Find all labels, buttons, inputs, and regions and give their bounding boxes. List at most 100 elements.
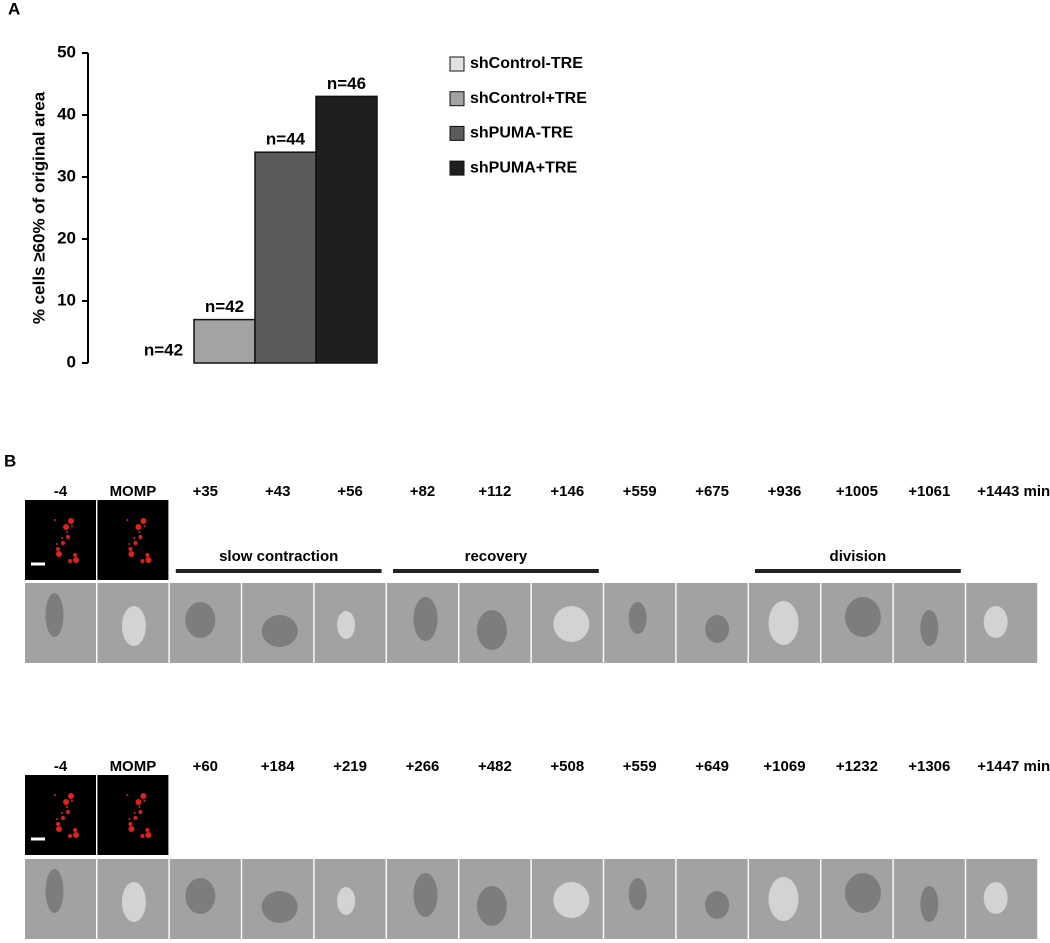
fluorescence-spot [61,541,65,545]
legend-label: shPUMA-TRE [470,125,573,142]
cell [476,610,507,650]
time-label: +559 [623,758,657,775]
fluorescence-spot [133,816,138,820]
fluorescence-spot [54,519,56,521]
y-tick-label: 0 [67,352,76,371]
time-label: +649 [695,758,729,775]
bar-annotation: n=46 [327,74,366,93]
panel-label: B [4,451,16,470]
time-label: -4 [54,758,68,775]
fluorescence-image [25,775,96,855]
time-label: +266 [406,758,440,775]
time-label: +219 [333,758,367,775]
fluorescence-spot [135,799,142,805]
fluorescence-spot [71,800,73,802]
time-label: +82 [410,483,435,500]
cell [844,597,881,637]
legend-swatch [449,160,465,176]
fluorescence-spot [63,799,69,805]
time-label: +1443 min [977,483,1050,500]
fluorescence-spot [61,816,65,820]
fluorescence-spot [138,806,141,808]
fluorescence-spot [54,794,56,796]
fluorescence-spot [66,810,70,814]
time-label: +559 [623,483,657,500]
time-label: MOMP [110,483,157,500]
fluorescence-spot [66,806,68,808]
cell [705,615,730,643]
legend-label: shControl-TRE [470,55,583,72]
cell [983,882,1008,914]
cell [983,606,1008,638]
fluorescence-spot [138,535,143,539]
cell [768,877,799,921]
fluorescence-spot [128,551,135,557]
cell [705,891,730,919]
time-label: +146 [550,483,584,500]
bar-annotation: n=44 [266,130,306,149]
cell [553,882,590,918]
y-tick-label: 50 [57,42,76,61]
legend-swatch [449,91,465,107]
fluorescence-spot [68,834,72,838]
cell [337,887,356,915]
cell [45,593,64,637]
y-tick-label: 10 [57,290,76,309]
legend-swatch [449,56,465,72]
y-tick-label: 30 [57,166,76,185]
fluorescence-spot [140,559,145,563]
fluorescence-spot [143,800,146,802]
time-label: +56 [337,483,362,500]
fluorescence-spot [133,541,138,545]
fluorescence-spot [71,525,73,527]
cell [628,602,647,634]
time-label: +1069 [763,758,805,775]
fluorescence-spot [140,793,147,799]
fluorescence-spot [63,524,69,530]
time-label: +482 [478,758,512,775]
fluorescence-spot [128,822,133,826]
cell [185,878,216,914]
fluorescence-spot [140,518,147,524]
fluorescence-spot [133,537,136,539]
bar-annotation: n=42 [205,297,244,316]
fluorescence-spot [66,531,68,533]
cell [45,869,64,913]
fluorescence-image [25,500,96,580]
cell [413,597,438,641]
phase-label: slow contraction [219,548,338,565]
phase-label: recovery [465,548,528,565]
fluorescence-spot [68,559,72,563]
y-tick-label: 40 [57,104,76,123]
time-label: +675 [695,483,729,500]
cell [553,606,590,642]
fluorescence-spot [140,834,145,838]
fluorescence-spot [145,828,150,832]
fluorescence-spot [126,519,129,521]
fluorescence-spot [145,557,152,563]
time-label: +1306 [908,758,950,775]
bar [254,151,317,364]
fluorescence-spot [56,818,58,820]
bar [315,95,378,364]
fluorescence-spot [138,810,143,814]
time-label: +184 [261,758,295,775]
fluorescence-spot [61,537,63,539]
time-label: -4 [54,483,68,500]
fluorescence-spot [143,525,146,527]
fluorescence-spot [128,547,133,551]
time-label: +936 [768,483,802,500]
fluorescence-spot [126,794,129,796]
fluorescence-spot [56,551,62,557]
fluorescence-spot [73,828,77,832]
fluorescence-spot [56,543,58,545]
fluorescence-spot [56,826,62,832]
fluorescence-spot [73,553,77,557]
time-label: +1447 min [977,758,1050,775]
fluorescence-spot [138,531,141,533]
cell [121,606,146,646]
fluorescence-spot [68,518,74,524]
fluorescence-spot [128,818,131,820]
fluorescence-spot [56,822,60,826]
